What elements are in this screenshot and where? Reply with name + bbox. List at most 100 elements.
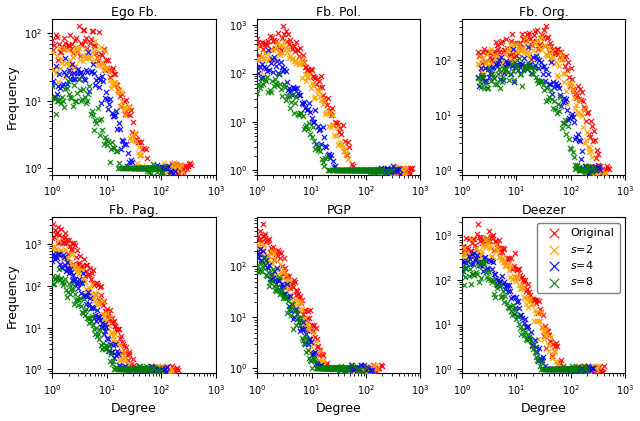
Point	[592, 147, 602, 153]
Point	[586, 166, 596, 173]
Point	[534, 57, 545, 64]
Point	[55, 277, 65, 283]
Point	[83, 49, 93, 56]
Point	[332, 167, 342, 173]
Point	[545, 56, 555, 62]
Point	[566, 112, 576, 119]
s=8	[513, 313, 523, 320]
s=4	[513, 298, 523, 304]
Point	[327, 105, 337, 112]
Point	[518, 67, 529, 73]
s=8	[515, 325, 525, 332]
s=2	[576, 365, 586, 371]
Point	[381, 170, 391, 176]
Point	[355, 365, 365, 371]
Point	[86, 304, 97, 311]
Point	[104, 66, 115, 72]
Point	[317, 365, 327, 372]
Point	[576, 166, 586, 173]
Point	[145, 165, 156, 172]
s=2	[556, 366, 566, 373]
Point	[327, 365, 337, 372]
Point	[404, 168, 414, 174]
Point	[130, 363, 140, 370]
Point	[99, 45, 109, 52]
s=2	[498, 259, 508, 266]
Point	[118, 366, 128, 373]
Point	[131, 366, 141, 373]
Point	[375, 167, 385, 173]
Point	[76, 69, 86, 75]
Point	[394, 165, 404, 171]
Point	[74, 276, 84, 282]
Point	[582, 165, 592, 172]
Point	[303, 106, 313, 112]
Point	[166, 165, 176, 172]
Point	[260, 255, 270, 261]
Point	[146, 363, 156, 370]
Point	[54, 265, 64, 272]
Point	[152, 165, 162, 172]
Point	[346, 365, 356, 372]
s=8	[562, 366, 572, 373]
Point	[124, 159, 134, 165]
Point	[373, 167, 383, 173]
s=4	[474, 261, 484, 268]
Point	[526, 69, 536, 76]
Point	[293, 291, 303, 298]
Point	[166, 165, 177, 172]
Point	[309, 118, 319, 125]
Point	[90, 330, 100, 337]
s=4	[468, 260, 478, 267]
Point	[529, 39, 539, 45]
Point	[307, 364, 317, 371]
Point	[116, 349, 127, 356]
Point	[120, 366, 130, 373]
Point	[79, 296, 89, 303]
Point	[111, 364, 121, 371]
Point	[71, 35, 81, 42]
Point	[282, 93, 292, 100]
Point	[584, 164, 595, 171]
Point	[473, 61, 483, 68]
s=4	[537, 357, 547, 364]
Point	[286, 43, 296, 50]
Point	[109, 70, 119, 77]
Point	[63, 288, 73, 295]
Original	[549, 347, 559, 354]
Point	[482, 84, 492, 91]
Point	[298, 51, 308, 58]
s=4	[541, 366, 552, 373]
Point	[47, 83, 58, 90]
Original	[473, 221, 483, 228]
Point	[344, 166, 354, 173]
Point	[310, 145, 321, 152]
Point	[382, 167, 392, 173]
Point	[337, 365, 348, 372]
Point	[327, 122, 337, 129]
Point	[275, 260, 285, 267]
Point	[129, 165, 139, 172]
Point	[369, 167, 379, 173]
Point	[64, 269, 74, 276]
Point	[61, 45, 72, 51]
Point	[157, 364, 168, 370]
Point	[85, 295, 95, 301]
Point	[147, 366, 157, 373]
Point	[157, 165, 167, 172]
Point	[92, 55, 102, 61]
Point	[148, 363, 159, 370]
Point	[106, 328, 116, 335]
Point	[115, 342, 125, 349]
Point	[92, 333, 102, 339]
Point	[544, 45, 554, 51]
Point	[100, 67, 110, 73]
Point	[334, 128, 344, 135]
Point	[298, 310, 308, 317]
s=8	[466, 281, 476, 288]
Point	[285, 292, 296, 299]
Point	[527, 42, 537, 48]
Point	[305, 357, 315, 363]
Original	[539, 333, 549, 339]
s=4	[567, 366, 577, 373]
